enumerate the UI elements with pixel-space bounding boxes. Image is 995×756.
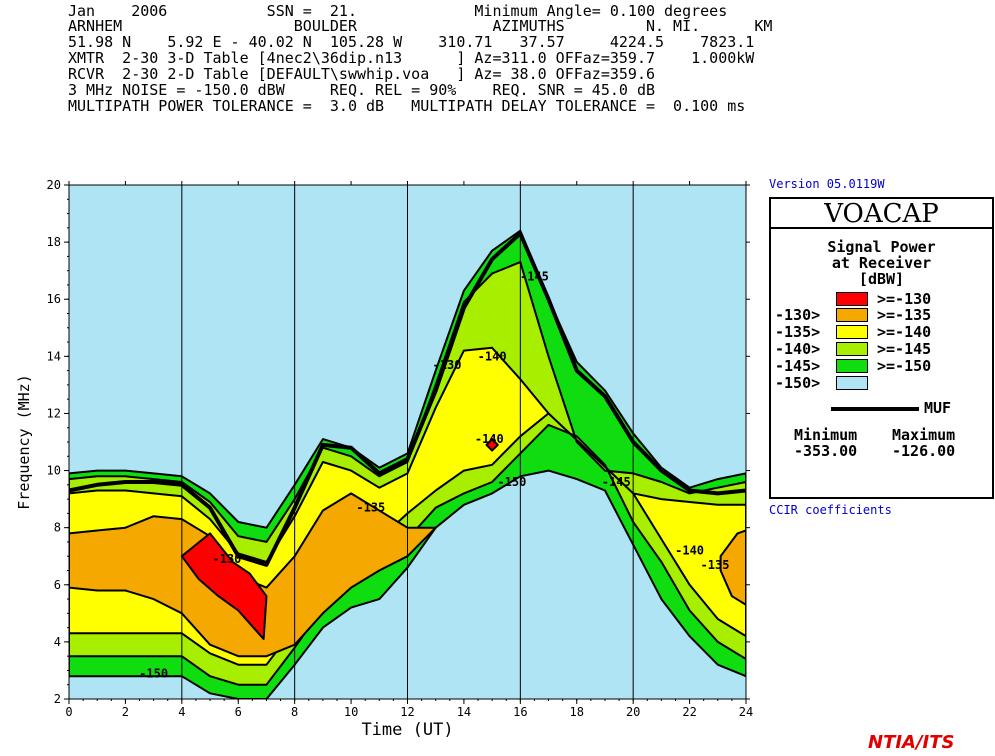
y-tick-label-18: 18 xyxy=(47,235,61,249)
contour-label-9: -140 xyxy=(675,544,704,558)
legend-entry-5-left: -145> xyxy=(775,357,821,375)
legend-entry-3-right: >=-140 xyxy=(877,323,932,341)
contour-label-4: -140 xyxy=(478,349,507,363)
y-tick-label-10: 10 xyxy=(47,464,61,478)
version-label: Version 05.0119W xyxy=(769,177,885,191)
y-tick-label-20: 20 xyxy=(47,178,61,192)
header-line-3: 51.98 N 5.92 E - 40.02 N 105.28 W 310.71… xyxy=(68,33,755,51)
report-header: Jan 2006 SSN = 21. Minimum Angle= 0.100 … xyxy=(0,0,995,120)
y-tick-label-16: 16 xyxy=(47,292,61,306)
x-tick-label-18: 18 xyxy=(570,705,584,719)
legend-app-title: VOACAP xyxy=(771,199,992,229)
legend-entry-4-right: >=-145 xyxy=(877,340,932,358)
x-tick-label-6: 6 xyxy=(235,705,242,719)
x-tick-label-10: 10 xyxy=(344,705,358,719)
legend-swatch-4 xyxy=(836,342,868,356)
contour-label-11: -150 xyxy=(139,666,168,680)
contour-label-1: -130 xyxy=(213,552,242,566)
contour-label-3: -130 xyxy=(433,358,462,372)
header-line-4: XMTR 2-30 3-D Table [4nec2\36dip.n13 ] A… xyxy=(68,49,755,67)
legend-entry-2-left: -130> xyxy=(775,306,821,324)
x-tick-label-0: 0 xyxy=(65,705,72,719)
legend-heading-2: at Receiver xyxy=(831,254,932,272)
legend-entry-6-left: -150> xyxy=(775,374,821,392)
contour-region-4 xyxy=(69,492,437,658)
legend-swatch-3 xyxy=(836,325,868,339)
contour-region-7 xyxy=(485,438,499,452)
header-line-5: RCVR 2-30 2-D Table [DEFAULT\swwhip.voa … xyxy=(68,65,655,83)
contour-region-5 xyxy=(719,529,746,606)
ntia-its-logo: NTIA/ITS xyxy=(868,732,955,753)
legend-entry-4-left: -140> xyxy=(775,340,821,358)
legend: VOACAP Signal Power at Receiver [dBW] >=… xyxy=(769,197,994,499)
y-tick-label-12: 12 xyxy=(47,406,61,420)
header-line-6: 3 MHz NOISE = -150.0 dBW REQ. REL = 90% … xyxy=(68,81,655,99)
header-line-2: ARNHEM BOULDER AZIMUTHS N. MI. KM xyxy=(68,17,773,35)
legend-minimum-label: Minimum xyxy=(794,426,858,444)
legend-entry-5-right: >=-150 xyxy=(877,357,932,375)
x-axis-label: Time (UT) xyxy=(361,720,453,740)
contour-label-2: -135 xyxy=(356,501,385,515)
legend-swatch-2 xyxy=(836,308,868,322)
y-tick-label-4: 4 xyxy=(54,635,61,649)
legend-muf-label: MUF xyxy=(924,399,952,417)
x-tick-label-16: 16 xyxy=(513,705,527,719)
legend-swatch-5 xyxy=(836,359,868,373)
header-line-1: Jan 2006 SSN = 21. Minimum Angle= 0.100 … xyxy=(68,2,728,20)
y-tick-label-2: 2 xyxy=(54,692,61,706)
x-tick-label-20: 20 xyxy=(626,705,640,719)
coefficients-label: CCIR coefficients xyxy=(769,503,892,517)
legend-entry-1-right: >=-130 xyxy=(877,290,932,308)
y-tick-label-6: 6 xyxy=(54,578,61,592)
x-tick-label-22: 22 xyxy=(682,705,696,719)
contour-label-10: -135 xyxy=(701,558,730,572)
x-tick-label-12: 12 xyxy=(400,705,414,719)
y-tick-label-8: 8 xyxy=(54,521,61,535)
x-tick-label-24: 24 xyxy=(739,705,753,719)
legend-swatch-6 xyxy=(836,376,868,390)
x-tick-label-4: 4 xyxy=(178,705,185,719)
contour-label-8: -145 xyxy=(602,475,631,489)
legend-entry-3-left: -135> xyxy=(775,323,821,341)
x-tick-label-8: 8 xyxy=(291,705,298,719)
y-tick-label-14: 14 xyxy=(47,349,61,363)
contour-region-6 xyxy=(180,532,268,640)
header-line-7: MULTIPATH POWER TOLERANCE = 3.0 dB MULTI… xyxy=(68,97,746,115)
contour-label-7: -150 xyxy=(497,475,526,489)
legend-muf-line xyxy=(831,407,919,411)
legend-heading-3: [dBW] xyxy=(858,270,905,288)
muf-line xyxy=(68,231,747,567)
legend-entry-2-right: >=-135 xyxy=(877,306,932,324)
legend-maximum-label: Maximum xyxy=(892,426,956,444)
x-tick-label-14: 14 xyxy=(457,705,471,719)
contour-label-6: -140 xyxy=(475,432,504,446)
legend-heading-1: Signal Power xyxy=(827,238,936,256)
y-axis-label: Frequency (MHz) xyxy=(15,374,33,509)
legend-maximum-value: -126.00 xyxy=(892,442,956,460)
contour-label-5: -145 xyxy=(520,269,549,283)
x-tick-label-2: 2 xyxy=(122,705,129,719)
legend-minimum-value: -353.00 xyxy=(794,442,858,460)
legend-swatch-1 xyxy=(836,292,868,306)
